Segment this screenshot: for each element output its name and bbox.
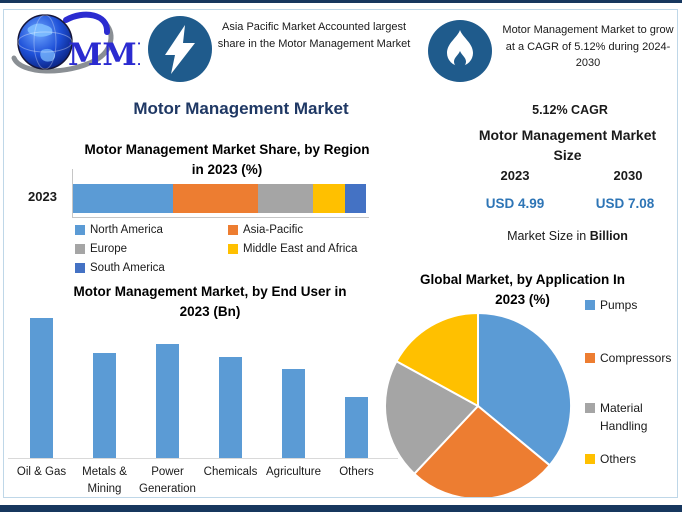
legend-label: South America [90, 261, 165, 274]
pie-legend-others: Others [585, 450, 677, 468]
pie-slice-pumps [477, 312, 573, 467]
pie-legend-label: Pumps [600, 298, 638, 312]
enduser-bar-label-4: Agriculture [266, 466, 321, 478]
legend-swatch-middle-east-africa [228, 243, 238, 254]
mmr-logo: MMR [8, 8, 163, 78]
frame-top-bar [0, 0, 682, 3]
pie-legend-swatch-material-handling [585, 403, 595, 413]
globe-logo-icon: MMR [11, 11, 163, 74]
region-chart-x-axis [72, 217, 369, 218]
legend-item-asia-pacific: Asia-Pacific [228, 220, 388, 239]
legend-swatch-north-america [75, 224, 85, 235]
pie-slice-compressors [413, 405, 551, 501]
enduser-bar-column-2 [136, 316, 199, 458]
enduser-chart-title: Motor Management Market, by End User in … [25, 282, 395, 321]
region-segment-europe [257, 184, 314, 213]
application-pie-title-line2: 2023 (%) [495, 291, 550, 307]
enduser-bar-label-3: Chemicals [203, 466, 258, 478]
legend-item-south-america: South America [75, 258, 228, 277]
legend-swatch-asia-pacific [228, 224, 238, 235]
legend-item-middle-east-africa: Middle East and Africa [228, 239, 388, 258]
enduser-bar-4 [282, 369, 305, 458]
pie-legend-compressors: Compressors [585, 349, 677, 367]
pie-legend-swatch-pumps [585, 300, 595, 310]
enduser-bar-column-5 [325, 316, 388, 458]
pie-legend-swatch-others [585, 454, 595, 464]
pie-legend-label: Material Handling [600, 401, 648, 433]
year-2030-label: 2030 [613, 168, 643, 183]
market-value-2030: USD 7.08 [595, 196, 655, 211]
region-stacked-bar [73, 184, 366, 213]
enduser-bar-label-2: Power Generation [139, 466, 196, 496]
region-category-label: 2023 [28, 189, 57, 204]
enduser-bar-1 [93, 353, 116, 458]
svg-text:MMR: MMR [68, 37, 140, 73]
pie-legend-label: Compressors [600, 351, 672, 365]
enduser-bar-column-4 [262, 316, 325, 458]
enduser-bar-3 [219, 357, 242, 458]
enduser-bar-column-3 [199, 316, 262, 458]
enduser-bar-2 [156, 344, 179, 458]
region-chart-y-axis [72, 169, 73, 218]
legend-item-europe: Europe [75, 239, 228, 258]
enduser-bar-label-1: Metals & Mining [82, 466, 127, 496]
market-size-title-line2: Size [553, 146, 582, 163]
flame-icon [428, 20, 492, 87]
application-pie-svg [383, 312, 573, 501]
pie-slice-others [395, 312, 479, 407]
pie-legend-pumps: Pumps [585, 296, 677, 314]
region-chart-title-line1: Motor Management Market Share, by Region [84, 142, 370, 157]
pie-legend-material-handling: Material Handling [585, 399, 677, 435]
region-segment-asia-pacific [172, 184, 258, 213]
enduser-bar-column-1 [73, 316, 136, 458]
region-segment-south-america [345, 184, 366, 213]
application-pie-chart [383, 311, 573, 501]
enduser-bar-chart [10, 316, 388, 458]
region-chart-title-line2: in 2023 (%) [191, 161, 263, 177]
application-pie-title-line1: Global Market, by Application In [419, 272, 626, 287]
legend-label: Middle East and Africa [243, 242, 358, 255]
legend-label: North America [90, 223, 163, 236]
lightning-icon [148, 16, 212, 87]
page-title: Motor Management Market [133, 99, 349, 118]
pie-legend-swatch-compressors [585, 353, 595, 363]
legend-item-north-america: North America [75, 220, 228, 239]
enduser-chart-baseline [8, 458, 398, 459]
application-pie-title: Global Market, by Application In 2023 (%… [400, 270, 645, 309]
enduser-category-labels: Oil & Gas Metals & Mining Power Generation… [10, 464, 388, 499]
pie-slice-material-handling [383, 360, 479, 475]
pie-legend-label: Others [600, 452, 637, 466]
cagr-label: 5.12% CAGR [532, 103, 608, 117]
enduser-bar-label-5: Others [339, 466, 374, 478]
enduser-chart-title-line2: 2023 (Bn) [179, 303, 241, 319]
legend-label: Europe [90, 242, 128, 255]
enduser-bar-label-0: Oil & Gas [16, 466, 67, 478]
enduser-chart-title-line1: Motor Management Market, by End User in [73, 284, 347, 299]
legend-swatch-south-america [75, 262, 85, 273]
region-segment-north-america [73, 184, 173, 213]
region-chart-title: Motor Management Market Share, by Region… [57, 140, 397, 179]
frame-bottom-bar [0, 505, 682, 512]
enduser-bar-0 [30, 318, 53, 458]
market-size-note: Market Size in Billion [455, 229, 680, 243]
market-value-2023: USD 4.99 [485, 196, 545, 211]
header-callout-right: Motor Management Market to grow at a CAG… [502, 24, 674, 69]
region-legend: North America Asia-Pacific Europe Middle… [75, 220, 390, 277]
market-size-title: Motor Management Market Size [450, 126, 682, 165]
market-size-note-prefix: Market Size in [507, 229, 590, 243]
header-callout-left: Asia Pacific Market Accounted largest sh… [217, 21, 411, 50]
enduser-bar-column-0 [10, 316, 73, 458]
legend-label: Asia-Pacific [243, 223, 304, 236]
enduser-bar-5 [345, 397, 368, 458]
market-size-note-bold: Billion [589, 229, 628, 243]
legend-swatch-europe [75, 243, 85, 254]
year-2023-label: 2023 [500, 168, 530, 183]
region-segment-middle-east-and-africa [313, 184, 346, 213]
market-size-title-line1: Motor Management Market [478, 127, 657, 143]
